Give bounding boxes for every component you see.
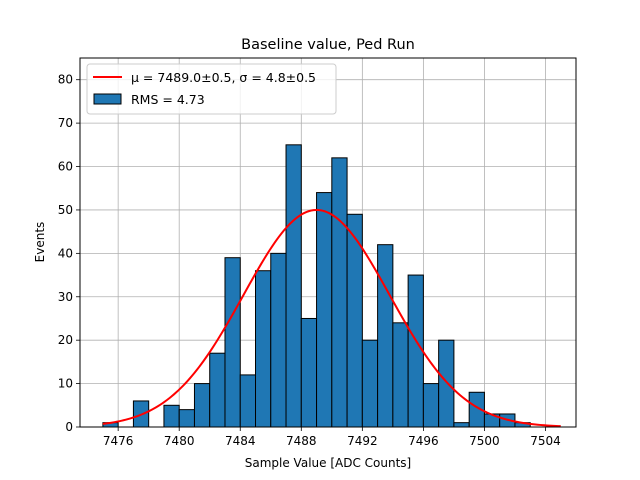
- y-axis-label: Events: [33, 222, 47, 263]
- x-tick-label: 7496: [408, 434, 439, 448]
- y-tick-label: 0: [65, 420, 73, 434]
- histogram-bar: [270, 252, 287, 428]
- histogram-bar: [453, 422, 470, 428]
- legend-fit-mu: μ = 7489.0±0.5: [131, 70, 231, 85]
- fit-curve-layer: [102, 208, 561, 428]
- x-tick-label: 7480: [164, 434, 195, 448]
- histogram-bar: [316, 192, 333, 428]
- histogram-bar: [438, 339, 455, 428]
- chart-title: Baseline value, Ped Run: [241, 37, 415, 53]
- x-tick-label: 7504: [530, 434, 561, 448]
- x-tick-label: 7488: [286, 434, 317, 448]
- histogram-bar: [361, 339, 379, 428]
- histogram-bar: [285, 144, 302, 428]
- legend-histogram-swatch: [93, 93, 122, 105]
- y-tick-label: 40: [58, 246, 73, 260]
- y-tick-label: 10: [58, 377, 73, 391]
- x-tick-label: 7492: [347, 434, 378, 448]
- y-axis-ticks: 0 10 20 30 40 50 60 70 80: [58, 73, 80, 434]
- histogram-bar: [178, 409, 195, 428]
- histogram-bar: [422, 383, 440, 428]
- histogram-bar: [209, 352, 226, 428]
- histogram-bar: [224, 257, 241, 428]
- histogram-bar: [255, 270, 272, 428]
- histogram-bar: [239, 374, 257, 428]
- histogram-bar: [331, 157, 348, 428]
- histogram-bar: [377, 244, 394, 428]
- legend-fit-label: μ = 7489.0±0.5, σ = 4.8±0.5: [131, 70, 316, 85]
- x-axis-ticks: 7476 7480 7484 7488 7492 7496 7500 7504: [103, 427, 561, 448]
- histogram-bar: [407, 274, 424, 428]
- x-tick-label: 7500: [469, 434, 500, 448]
- y-tick-label: 80: [58, 73, 73, 87]
- y-tick-label: 60: [58, 160, 73, 174]
- x-tick-label: 7484: [225, 434, 256, 448]
- histogram-bar: [193, 383, 211, 428]
- legend-fit-sep: ,: [231, 70, 239, 85]
- y-tick-label: 70: [58, 116, 73, 130]
- histogram-bar: [163, 404, 180, 428]
- x-tick-label: 7476: [103, 434, 134, 448]
- y-tick-label: 50: [58, 203, 73, 217]
- legend-histogram-label: RMS = 4.73: [131, 92, 205, 107]
- histogram-bar: [392, 322, 409, 428]
- x-axis-label: Sample Value [ADC Counts]: [245, 456, 411, 470]
- y-tick-label: 30: [58, 290, 73, 304]
- gaussian-fit-curve: [102, 208, 561, 428]
- legend-fit-sigma: σ = 4.8±0.5: [239, 70, 316, 85]
- plot-frame: [79, 57, 577, 428]
- legend-box: [86, 63, 337, 115]
- legend: μ = 7489.0±0.5, σ = 4.8±0.5 RMS = 4.73: [86, 63, 337, 115]
- histogram-bars: [102, 144, 531, 428]
- histogram-bar: [300, 317, 318, 428]
- y-tick-label: 20: [58, 333, 73, 347]
